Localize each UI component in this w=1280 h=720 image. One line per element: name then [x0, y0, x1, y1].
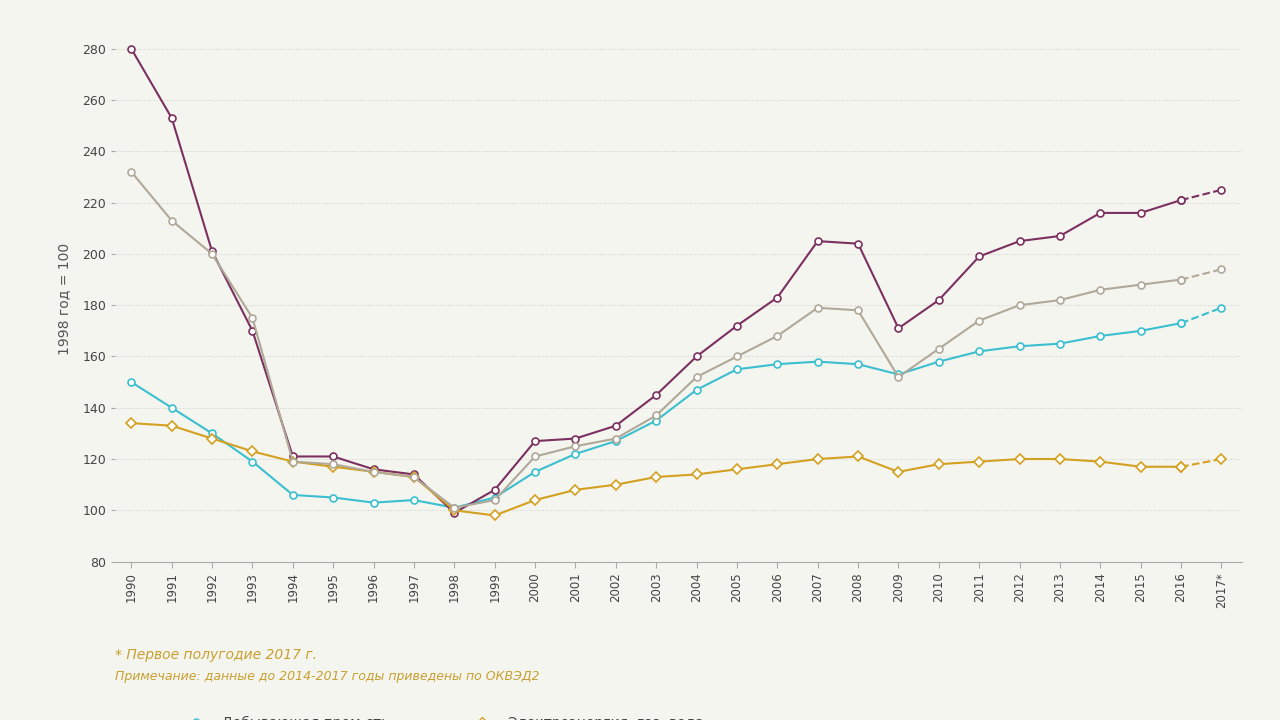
Legend: Добывающая пром-сть, Обрабатывающая пром-сть, Электроэнергия, газ, вода, Промышл: Добывающая пром-сть, Обрабатывающая пром… [178, 716, 704, 720]
Text: * Первое полугодие 2017 г.: * Первое полугодие 2017 г. [115, 648, 317, 662]
Y-axis label: 1998 год = 100: 1998 год = 100 [58, 243, 72, 355]
Text: Примечание: данные до 2014-2017 годы приведены по ОКВЭД2: Примечание: данные до 2014-2017 годы при… [115, 670, 540, 683]
